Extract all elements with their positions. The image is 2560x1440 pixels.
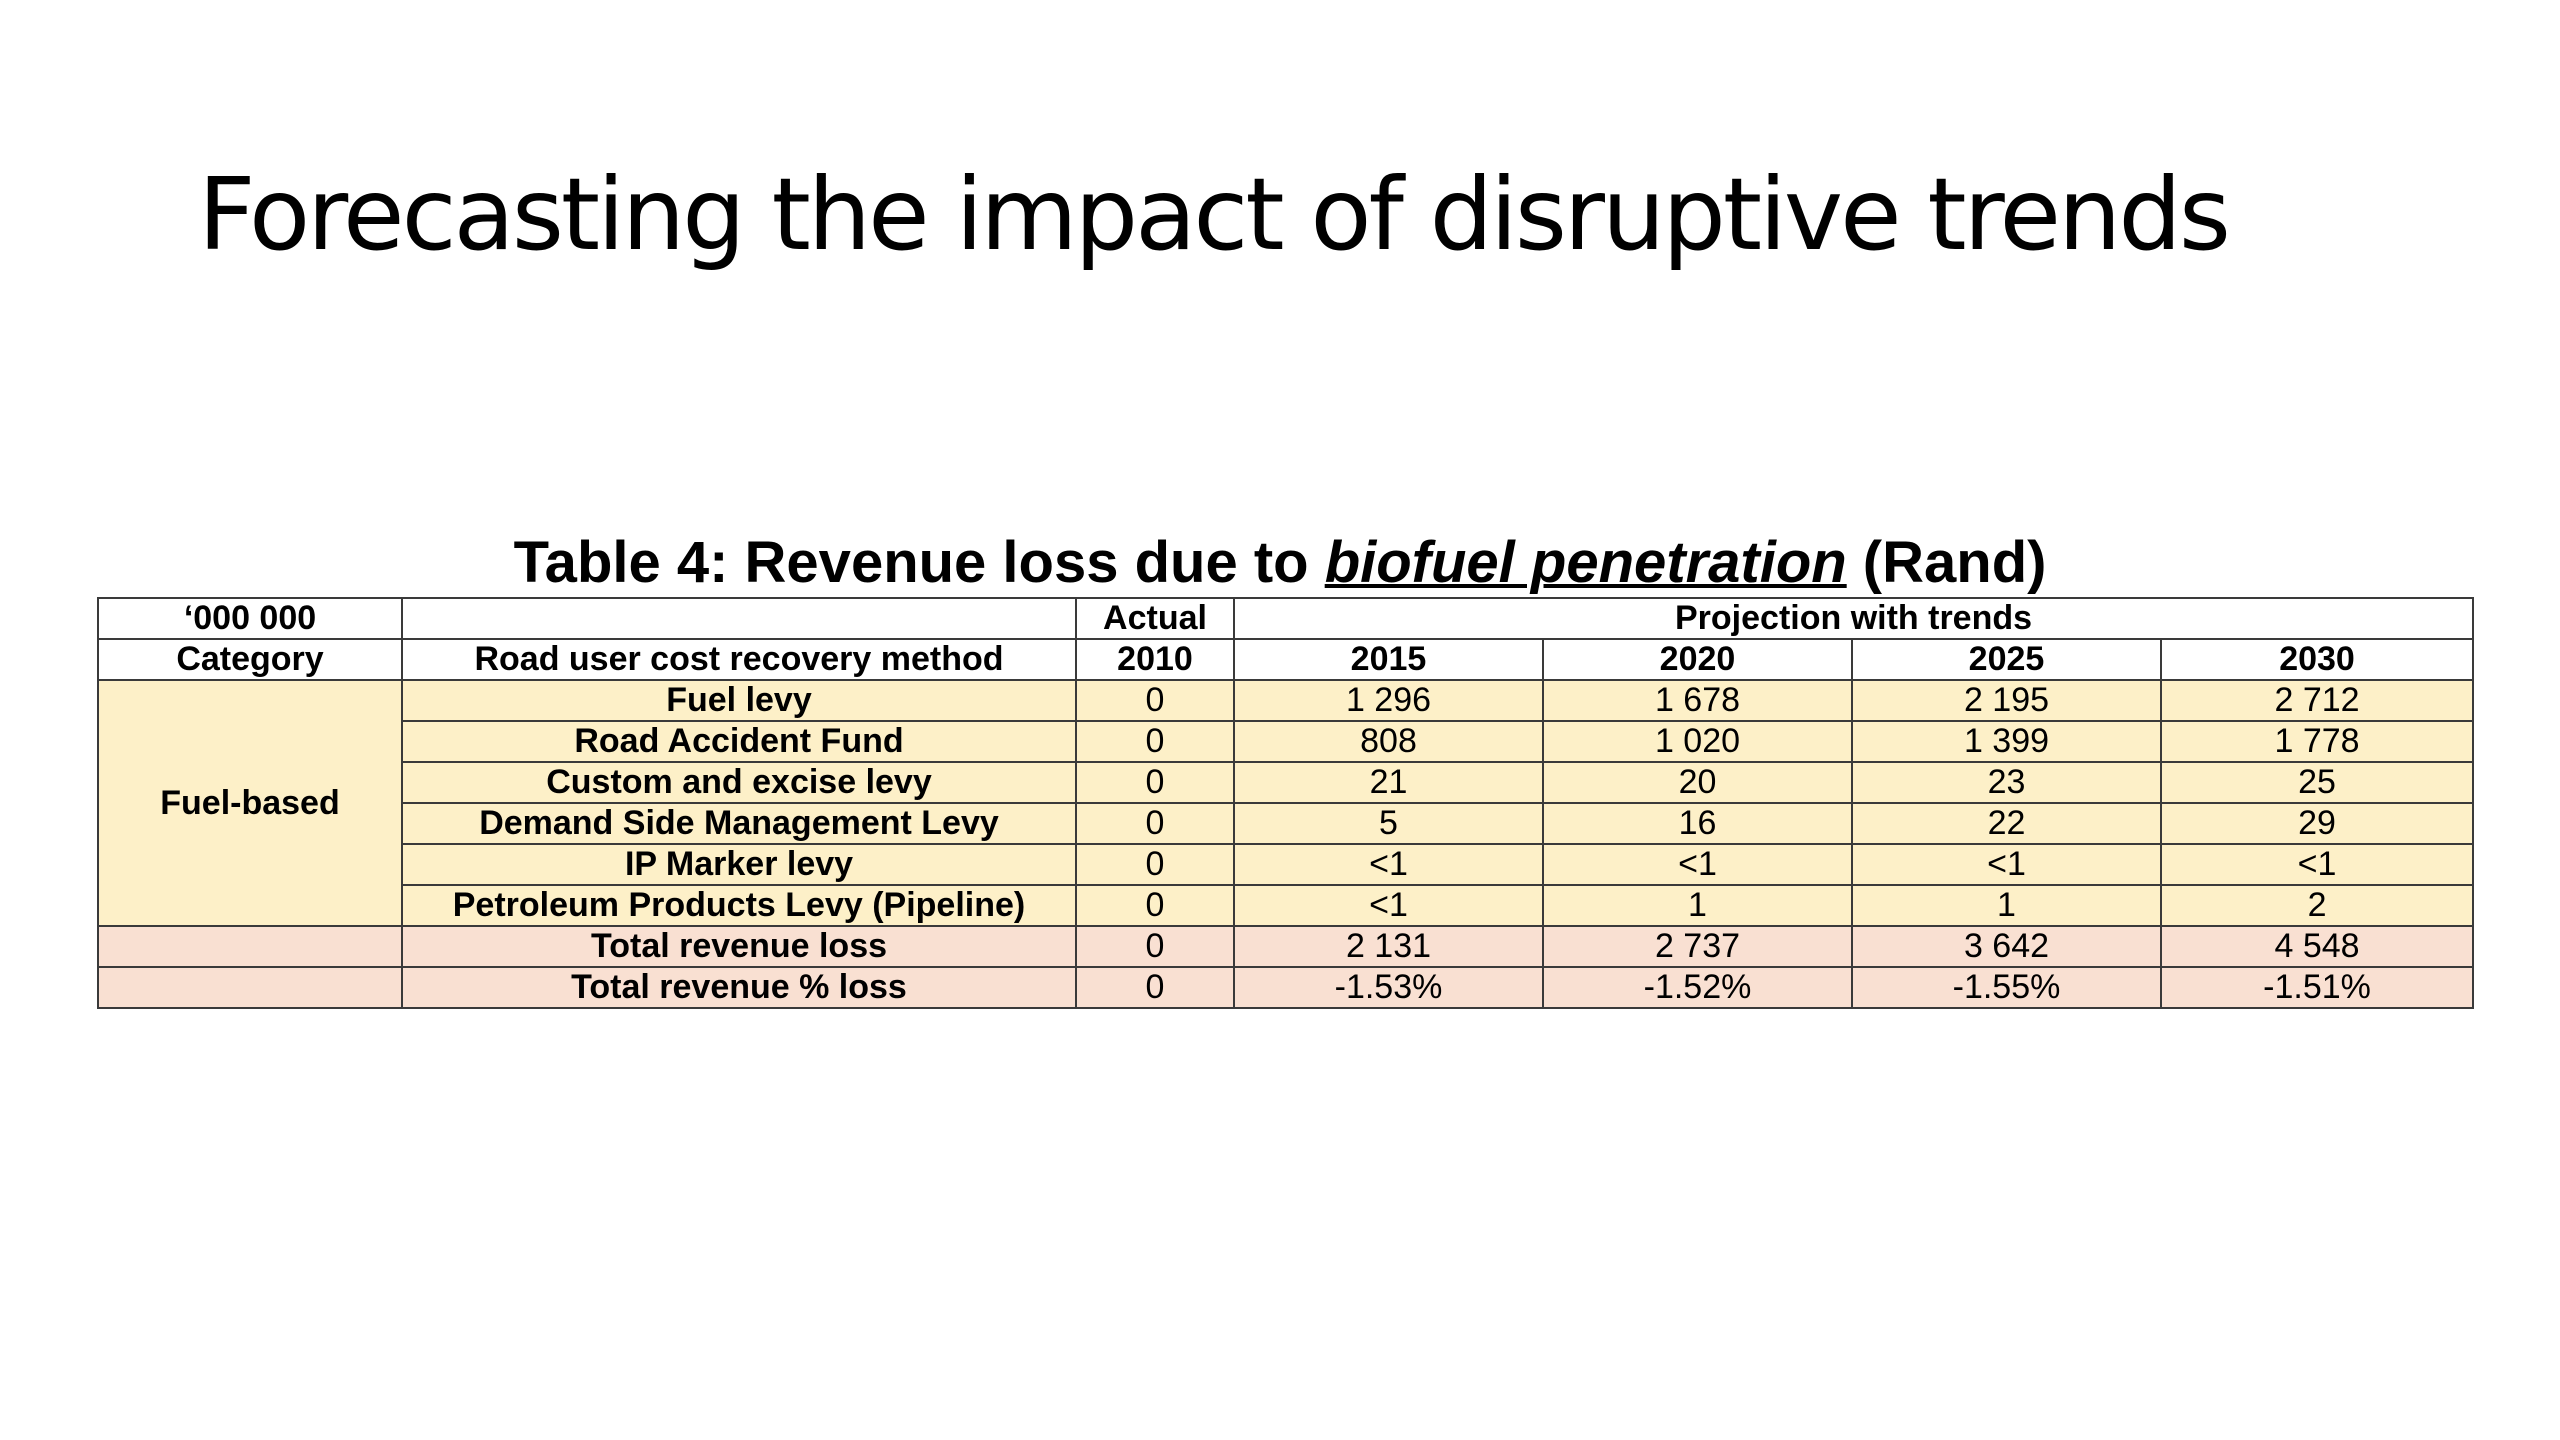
year-header: 2020	[1542, 638, 1853, 681]
category-header: Category	[97, 638, 403, 681]
method-cell: IP Marker levy	[401, 843, 1077, 886]
table-caption-emphasis: biofuel penetration	[1324, 530, 1847, 595]
value-cell: 808	[1233, 720, 1544, 763]
value-cell: 1 778	[2159, 720, 2475, 763]
header-row-units: ‘000 000 Actual Projection with trends	[97, 597, 2475, 640]
table-caption-prefix: Table 4: Revenue loss due to	[513, 530, 1325, 595]
value-cell: 2 712	[2159, 679, 2475, 722]
value-cell: -1.52%	[1542, 966, 1853, 1009]
year-header: 2010	[1075, 638, 1235, 681]
value-cell: 0	[1075, 884, 1235, 927]
value-cell: 1	[1542, 884, 1853, 927]
value-cell: 5	[1233, 802, 1544, 845]
value-cell: 21	[1233, 761, 1544, 804]
table-row: Fuel-based Fuel levy 0 1 296 1 678 2 195…	[97, 679, 2475, 927]
value-cell: 22	[1851, 802, 2162, 845]
value-cell: <1	[1542, 843, 1853, 886]
value-cell: 1 020	[1542, 720, 1853, 763]
value-cell: <1	[2159, 843, 2475, 886]
unit-header: ‘000 000	[97, 597, 403, 640]
value-cell: 1 399	[1851, 720, 2162, 763]
blank-category-cell	[97, 966, 403, 1009]
value-cell: 2 737	[1542, 925, 1853, 968]
value-cell: 20	[1542, 761, 1853, 804]
blank-header-cell	[401, 597, 1077, 640]
method-cell: Fuel levy	[401, 679, 1077, 722]
value-cell: 0	[1075, 761, 1235, 804]
table-row: Road Accident Fund 0 808 1 020 1 399 1 7…	[98, 720, 2475, 763]
method-header: Road user cost recovery method	[401, 638, 1077, 681]
slide-title: Forecasting the impact of disruptive tre…	[198, 156, 2231, 273]
value-cell: -1.55%	[1851, 966, 2162, 1009]
value-cell: <1	[1851, 843, 2162, 886]
category-cell: Fuel-based	[97, 679, 403, 927]
table-caption-suffix: (Rand)	[1846, 530, 2047, 595]
value-cell: 1	[1851, 884, 2162, 927]
value-cell: 3 642	[1851, 925, 2162, 968]
value-cell: 16	[1542, 802, 1853, 845]
value-cell: 1 296	[1233, 679, 1544, 722]
year-header: 2015	[1233, 638, 1544, 681]
value-cell: 1 678	[1542, 679, 1853, 722]
total-row: Total revenue loss 0 2 131 2 737 3 642 4…	[97, 925, 2475, 968]
value-cell: 25	[2159, 761, 2475, 804]
year-header: 2025	[1851, 638, 2162, 681]
value-cell: 2 131	[1233, 925, 1544, 968]
year-header: 2030	[2159, 638, 2475, 681]
table-row: Petroleum Products Levy (Pipeline) 0 <1 …	[98, 884, 2475, 927]
value-cell: 29	[2159, 802, 2475, 845]
value-cell: 0	[1075, 843, 1235, 886]
table-row: IP Marker levy 0 <1 <1 <1 <1	[98, 843, 2475, 886]
total-label: Total revenue % loss	[401, 966, 1077, 1009]
value-cell: 0	[1075, 720, 1235, 763]
table-row: Demand Side Management Levy 0 5 16 22 29	[98, 802, 2475, 845]
value-cell: 2	[2159, 884, 2475, 927]
table-caption: Table 4: Revenue loss due to biofuel pen…	[0, 528, 2560, 598]
value-cell: 0	[1075, 925, 1235, 968]
blank-category-cell	[97, 925, 403, 968]
projection-header: Projection with trends	[1232, 597, 2475, 640]
method-cell: Petroleum Products Levy (Pipeline)	[401, 884, 1077, 927]
value-cell: <1	[1233, 884, 1544, 927]
actual-header: Actual	[1075, 597, 1235, 640]
value-cell: 4 548	[2159, 925, 2475, 968]
total-row: Total revenue % loss 0 -1.53% -1.52% -1.…	[97, 966, 2475, 1009]
value-cell: -1.51%	[2159, 966, 2475, 1009]
value-cell: 0	[1075, 966, 1235, 1009]
method-cell: Road Accident Fund	[401, 720, 1077, 763]
method-cell: Custom and excise levy	[401, 761, 1077, 804]
method-cell: Demand Side Management Levy	[401, 802, 1077, 845]
value-cell: <1	[1233, 843, 1544, 886]
value-cell: 0	[1075, 679, 1235, 722]
revenue-loss-table: ‘000 000 Actual Projection with trends C…	[97, 597, 2475, 1009]
header-row-columns: Category Road user cost recovery method …	[97, 638, 2475, 681]
value-cell: 0	[1075, 802, 1235, 845]
total-label: Total revenue loss	[401, 925, 1077, 968]
table-row: Custom and excise levy 0 21 20 23 25	[98, 761, 2475, 804]
value-cell: -1.53%	[1233, 966, 1544, 1009]
value-cell: 23	[1851, 761, 2162, 804]
value-cell: 2 195	[1851, 679, 2162, 722]
